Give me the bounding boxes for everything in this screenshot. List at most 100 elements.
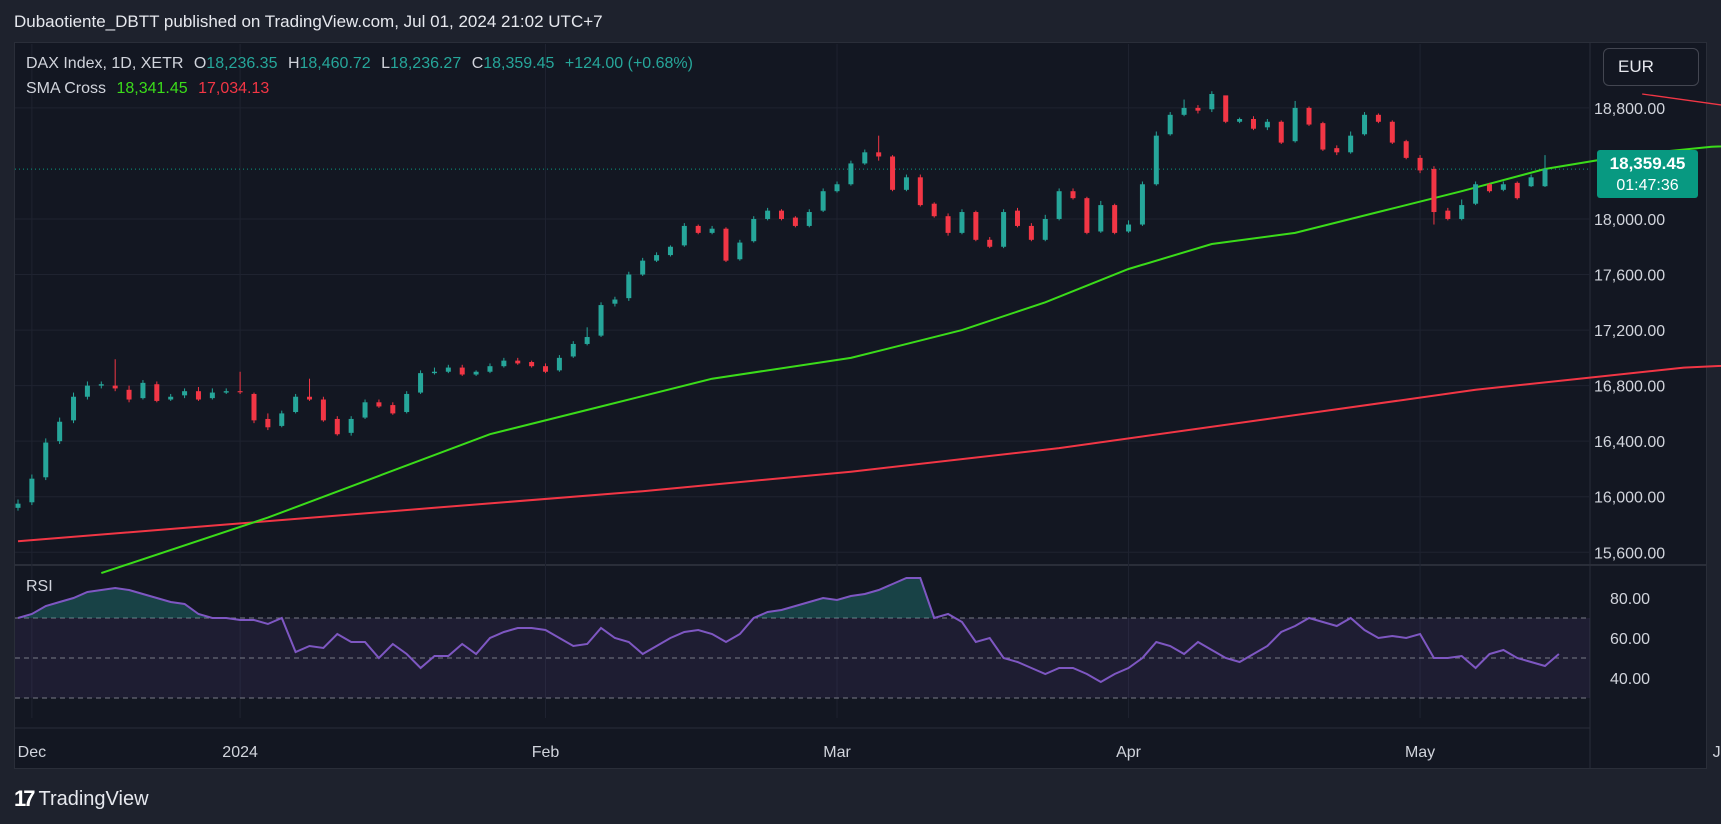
candle	[1056, 188, 1062, 221]
candle-body	[890, 156, 896, 190]
candle	[1112, 203, 1118, 235]
candle-body	[1028, 225, 1034, 240]
candle	[168, 393, 174, 401]
sma-slow-value: 17,034.13	[198, 80, 270, 97]
candle-body	[182, 391, 188, 396]
price-tick-label: 16,400.00	[1594, 434, 1665, 451]
candle-body	[43, 442, 49, 478]
candle-body	[223, 391, 229, 393]
candle	[251, 392, 257, 424]
candle-body	[195, 391, 201, 400]
candle-body	[1139, 184, 1145, 225]
candle	[640, 257, 646, 276]
candle-body	[98, 384, 104, 386]
candle-body	[390, 405, 396, 414]
candle	[1153, 131, 1159, 186]
candle-body	[876, 152, 882, 157]
symbol-label[interactable]: DAX Index, 1D, XETR	[26, 55, 184, 72]
candle-body	[626, 274, 632, 299]
footer: 17 TradingView	[14, 786, 149, 812]
candle	[681, 223, 687, 247]
candle-body	[1209, 93, 1215, 110]
candle-body	[765, 210, 771, 219]
candle	[1306, 106, 1312, 126]
candle-body	[917, 177, 923, 206]
candle	[320, 396, 326, 422]
candle-body	[1084, 198, 1090, 233]
candle	[307, 378, 313, 401]
candle	[43, 438, 49, 481]
candle-body	[1500, 184, 1506, 190]
low-label: L	[381, 55, 391, 72]
time-tick-label: Mar	[823, 744, 851, 761]
candle	[209, 388, 215, 400]
candle	[501, 357, 507, 368]
price-tick-label: 18,000.00	[1594, 212, 1665, 229]
candle-body	[334, 418, 340, 435]
candle	[529, 360, 535, 368]
candle-body	[723, 228, 729, 261]
candle-body	[293, 396, 299, 413]
candle-body	[1306, 107, 1312, 125]
candle	[1223, 95, 1229, 124]
candle	[71, 392, 77, 424]
candle	[1528, 174, 1534, 188]
candle	[848, 160, 854, 186]
time-tick-label: Jun	[1713, 744, 1721, 761]
candle-body	[404, 393, 410, 413]
candle	[765, 207, 771, 221]
time-tick-label: Apr	[1116, 744, 1142, 761]
candle	[820, 188, 826, 213]
candle	[945, 213, 951, 236]
candle	[612, 296, 618, 307]
rsi-label[interactable]: RSI	[26, 578, 53, 595]
candle-body	[1389, 121, 1395, 143]
candle	[15, 499, 21, 511]
candle	[1486, 182, 1492, 193]
candle	[348, 416, 354, 436]
candle	[195, 387, 201, 401]
rsi-overbought-fill	[18, 578, 935, 618]
candle-body	[279, 413, 285, 426]
candle	[459, 364, 465, 376]
candle-body	[903, 177, 909, 190]
candle-body	[945, 216, 951, 233]
candle-body	[1126, 224, 1132, 232]
currency-button[interactable]: EUR	[1603, 48, 1699, 86]
candle-body	[1098, 205, 1104, 232]
candle	[362, 399, 368, 419]
candle	[1001, 209, 1007, 249]
candle	[265, 413, 271, 431]
publish-header: Dubaotiente_DBTT published on TradingVie…	[14, 12, 603, 31]
candle	[473, 370, 479, 376]
candle-body	[1528, 177, 1534, 187]
candle	[931, 202, 937, 218]
candle-body	[431, 371, 437, 374]
candle-body	[1431, 168, 1437, 213]
candle	[182, 388, 188, 399]
candle-body	[1070, 191, 1076, 199]
candle	[1167, 112, 1173, 136]
candle-body	[848, 163, 854, 185]
candle-body	[1473, 184, 1479, 204]
candle-body	[584, 337, 590, 344]
footer-brand: TradingView	[38, 787, 149, 810]
time-tick-label: May	[1405, 744, 1435, 761]
sma-label[interactable]: SMA Cross	[26, 80, 107, 97]
candle	[1264, 118, 1270, 131]
candle	[1209, 91, 1215, 113]
price-tick-label: 17,600.00	[1594, 268, 1665, 285]
tradingview-logo-icon: 17	[14, 786, 36, 811]
candle-body	[1250, 118, 1256, 129]
candle-body	[1334, 148, 1340, 153]
candle	[1028, 223, 1034, 242]
candle	[862, 149, 868, 165]
candle-body	[140, 382, 146, 399]
candle-body	[1167, 114, 1173, 135]
high-label: H	[287, 55, 300, 72]
candle	[709, 225, 715, 235]
candle	[543, 363, 549, 374]
candle	[626, 271, 632, 301]
candle-body	[320, 399, 326, 421]
